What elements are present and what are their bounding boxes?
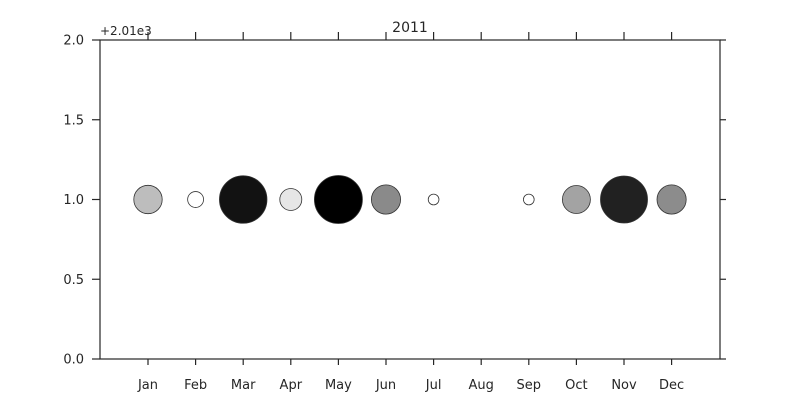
bubble-nov (600, 175, 648, 224)
y-axis-offset-label: +2.01e3 (100, 24, 152, 38)
y-tick-label: 0.0 (63, 353, 84, 368)
bubble-feb (187, 191, 204, 208)
x-tick-label: Apr (280, 378, 303, 393)
bubble-sep (523, 193, 535, 206)
x-tick-label: Aug (469, 378, 494, 393)
x-tick-label: Feb (184, 378, 207, 393)
x-tick-label: Mar (231, 378, 256, 393)
y-tick-label: 1.0 (63, 193, 84, 208)
y-tick-label: 0.5 (63, 273, 84, 288)
bubble-apr (279, 188, 303, 211)
bubble-may (313, 175, 363, 224)
x-axis-ticks: Jan Feb Mar Apr May Jun Jul Aug Sep Oct Nov Dec (137, 32, 684, 393)
bubble-oct (562, 185, 591, 214)
chart-title: 2011 (392, 20, 428, 36)
bubble-jun (371, 184, 401, 215)
y-tick-label: 1.5 (63, 113, 84, 128)
x-tick-label: Jan (137, 378, 158, 393)
x-tick-label: May (325, 378, 352, 393)
y-axis-ticks: 0.0 0.5 1.0 1.5 2.0 (63, 34, 726, 368)
x-tick-label: Jul (425, 378, 442, 393)
bubble-mar (219, 175, 268, 224)
x-tick-label: Oct (565, 378, 587, 393)
data-marks (133, 175, 687, 224)
bubble-jan (133, 184, 163, 215)
bubble-jul (427, 193, 440, 206)
x-tick-label: Sep (517, 378, 542, 393)
x-tick-label: Dec (659, 378, 684, 393)
x-tick-label: Jun (375, 378, 396, 393)
x-tick-label: Nov (611, 378, 637, 393)
y-tick-label: 2.0 (63, 34, 84, 49)
bubble-dec (656, 184, 687, 215)
